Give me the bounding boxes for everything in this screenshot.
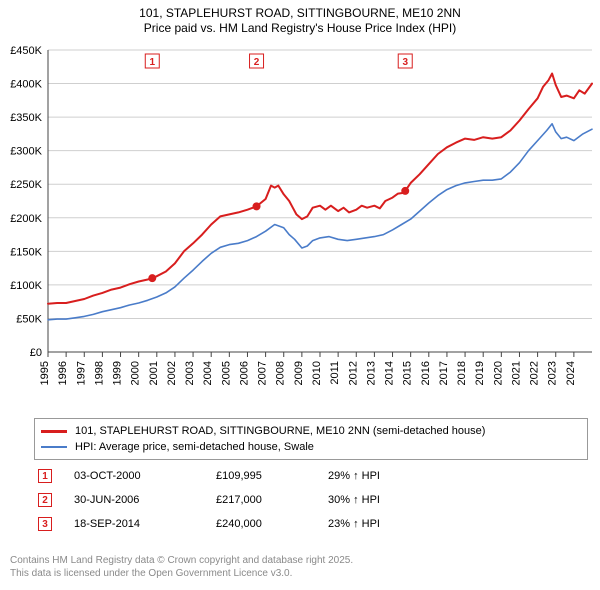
- footer-line-2: This data is licensed under the Open Gov…: [10, 567, 590, 580]
- x-tick-label: 2002: [166, 361, 178, 385]
- x-tick-label: 2011: [329, 361, 341, 385]
- x-tick-label: 2001: [148, 361, 160, 385]
- y-tick-label: £100K: [10, 280, 42, 292]
- footer-line-1: Contains HM Land Registry data © Crown c…: [10, 554, 590, 567]
- sale-price: £217,000: [216, 494, 306, 506]
- x-tick-label: 2008: [275, 361, 287, 385]
- sales-table: 1 03-OCT-2000 £109,995 29% ↑ HPI 2 30-JU…: [34, 464, 588, 536]
- sale-diff: 30% ↑ HPI: [328, 494, 448, 506]
- sale-date: 03-OCT-2000: [74, 470, 194, 482]
- price-chart: £0 £50K £100K £150K £200K £250K £300K £350K £400…: [0, 40, 600, 410]
- chart-svg: £0 £50K £100K £150K £200K £250K £300K £350K £400…: [0, 40, 600, 410]
- sale-badge-number: 2: [254, 57, 260, 68]
- x-tick-label: 2013: [365, 361, 377, 385]
- x-tick-label: 2016: [420, 361, 432, 385]
- sale-price: £240,000: [216, 518, 306, 530]
- x-tick-label: 2023: [547, 361, 559, 385]
- y-tick-label: £300K: [10, 146, 42, 158]
- legend-swatch-hpi: [41, 446, 67, 448]
- legend: 101, STAPLEHURST ROAD, SITTINGBOURNE, ME…: [34, 418, 588, 460]
- sale-badge: 3: [38, 517, 52, 531]
- footer-attribution: Contains HM Land Registry data © Crown c…: [10, 554, 590, 580]
- title-line-2: Price paid vs. HM Land Registry's House …: [0, 21, 600, 36]
- x-tick-label: 1997: [75, 361, 87, 385]
- sale-marker: [149, 275, 156, 282]
- sale-row: 1 03-OCT-2000 £109,995 29% ↑ HPI: [34, 464, 588, 488]
- x-tick-label: 2024: [565, 361, 577, 385]
- x-tick-label: 2015: [402, 361, 414, 385]
- x-tick-label: 2020: [492, 361, 504, 385]
- x-tick-label: 1995: [39, 361, 51, 385]
- y-tick-label: £150K: [10, 246, 42, 258]
- y-tick-label: £50K: [16, 313, 42, 325]
- y-tick-label: £0: [30, 347, 42, 359]
- x-tick-label: 2009: [293, 361, 305, 385]
- legend-row-hpi: HPI: Average price, semi-detached house,…: [41, 439, 581, 455]
- sale-date: 18-SEP-2014: [74, 518, 194, 530]
- sale-badge-number: 3: [402, 57, 408, 68]
- x-tick-label: 2003: [184, 361, 196, 385]
- x-tick-label: 2022: [529, 361, 541, 385]
- legend-label-price-paid: 101, STAPLEHURST ROAD, SITTINGBOURNE, ME…: [75, 425, 485, 437]
- sale-diff: 29% ↑ HPI: [328, 470, 448, 482]
- title-line-1: 101, STAPLEHURST ROAD, SITTINGBOURNE, ME…: [0, 6, 600, 21]
- sale-row: 3 18-SEP-2014 £240,000 23% ↑ HPI: [34, 512, 588, 536]
- x-tick-label: 2004: [202, 361, 214, 385]
- sale-row: 2 30-JUN-2006 £217,000 30% ↑ HPI: [34, 488, 588, 512]
- sale-date: 30-JUN-2006: [74, 494, 194, 506]
- x-tick-label: 2019: [474, 361, 486, 385]
- sale-badge: 2: [38, 493, 52, 507]
- y-tick-label: £200K: [10, 213, 42, 225]
- x-tick-label: 2007: [257, 361, 269, 385]
- x-tick-label: 1996: [57, 361, 69, 385]
- x-tick-label: 2006: [238, 361, 250, 385]
- legend-label-hpi: HPI: Average price, semi-detached house,…: [75, 441, 314, 453]
- sale-marker: [253, 203, 260, 210]
- y-tick-label: £350K: [10, 112, 42, 124]
- x-tick-label: 2010: [311, 361, 323, 385]
- x-tick-label: 2012: [347, 361, 359, 385]
- y-tick-label: £400K: [10, 79, 42, 91]
- legend-swatch-price-paid: [41, 430, 67, 433]
- x-tick-label: 2017: [438, 361, 450, 385]
- x-tick-label: 2005: [220, 361, 232, 385]
- x-tick-label: 2014: [384, 361, 396, 385]
- legend-row-price-paid: 101, STAPLEHURST ROAD, SITTINGBOURNE, ME…: [41, 423, 581, 439]
- sale-diff: 23% ↑ HPI: [328, 518, 448, 530]
- sale-badge-number: 1: [149, 57, 155, 68]
- x-tick-label: 2021: [510, 361, 522, 385]
- sale-price: £109,995: [216, 470, 306, 482]
- x-tick-label: 2000: [130, 361, 142, 385]
- y-tick-label: £250K: [10, 179, 42, 191]
- sale-marker: [402, 187, 409, 194]
- x-tick-label: 1999: [112, 361, 124, 385]
- y-tick-label: £450K: [10, 45, 42, 57]
- chart-title: 101, STAPLEHURST ROAD, SITTINGBOURNE, ME…: [0, 0, 600, 36]
- x-tick-label: 2018: [456, 361, 468, 385]
- sale-badge: 1: [38, 469, 52, 483]
- x-tick-label: 1998: [93, 361, 105, 385]
